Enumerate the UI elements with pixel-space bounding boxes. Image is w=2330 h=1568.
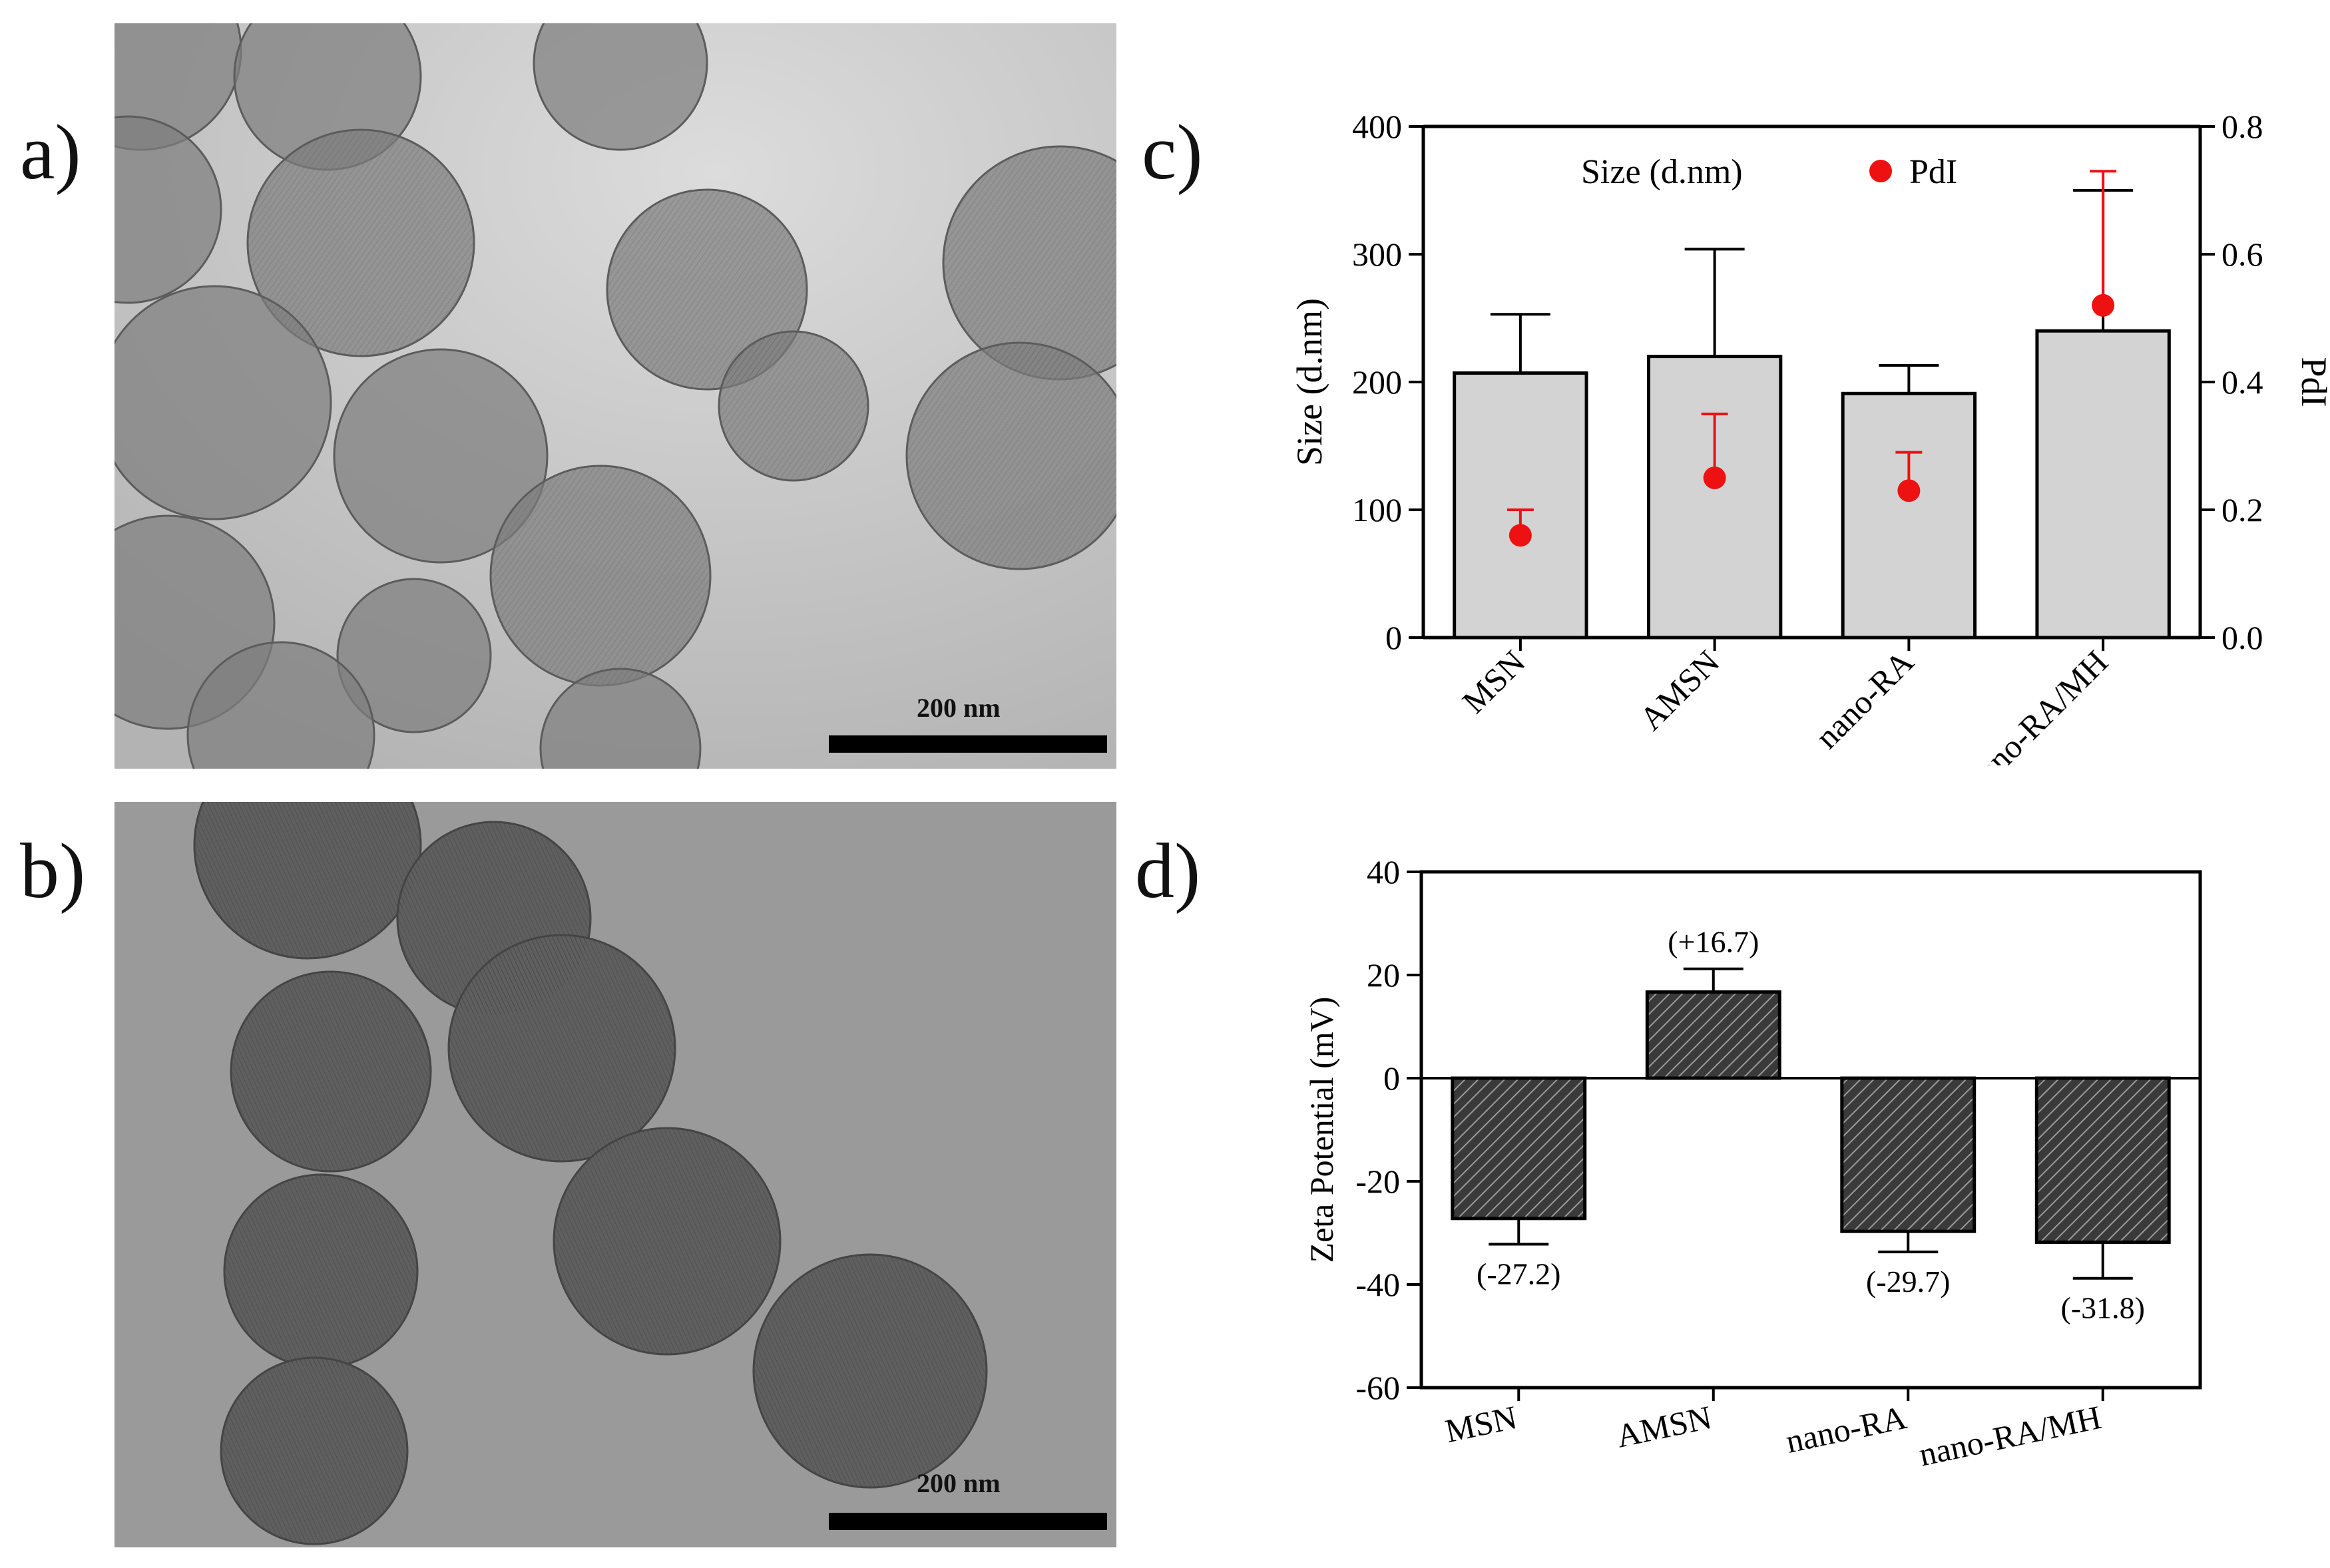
x-tick-label: nano-RA — [1783, 1398, 1910, 1460]
pdi-point — [1509, 524, 1532, 547]
zeta-bar — [2034, 1076, 2171, 1244]
legend-pdi-marker — [1869, 160, 1892, 182]
zeta-bar — [1840, 1076, 1977, 1233]
zeta-bar — [1451, 1076, 1587, 1221]
y-tick-label: 200 — [1352, 363, 1402, 401]
panel-label-c: c) — [1142, 108, 1203, 196]
y-tick-label: -60 — [1355, 1369, 1400, 1406]
zeta-bar — [1645, 990, 1781, 1080]
size-bar — [1841, 391, 1977, 640]
zeta-data-label: (+16.7) — [1668, 925, 1759, 959]
panel-label-d: d) — [1135, 827, 1201, 914]
scale-bar-a — [829, 735, 1107, 753]
tem-particles-b — [115, 802, 1116, 1547]
y2-tick-label: 0.4 — [2221, 363, 2263, 401]
y2-tick-label: 0.8 — [2221, 108, 2263, 145]
x-tick-label: AMSN — [1613, 1398, 1715, 1455]
tem-image-a: 200 nm — [115, 23, 1116, 769]
x-tick-label: MSN — [1442, 1398, 1520, 1450]
y-tick-label: 0 — [1385, 619, 1402, 656]
size-bar — [1646, 355, 1783, 640]
y-tick-label: 40 — [1367, 853, 1400, 890]
scale-label-b: 200 nm — [917, 1468, 1001, 1498]
pdi-point — [1897, 479, 1921, 502]
tem-image-b: 200 nm — [115, 802, 1116, 1547]
chart-size-pdi: MSN AMSN nano-RA nano-RA/MH01002003004000.0… — [1289, 108, 2330, 765]
y-tick-label: 400 — [1352, 108, 1402, 145]
pdi-point — [1703, 467, 1726, 489]
y-tick-label: 0 — [1383, 1060, 1400, 1097]
y-tick-label: -40 — [1355, 1266, 1400, 1303]
x-tick-label: nano-RA/MH — [1916, 1398, 2104, 1473]
legend-pdi: PdI — [1909, 153, 1957, 191]
y-tick-label: -20 — [1355, 1163, 1400, 1200]
zeta-data-label: (-31.8) — [2061, 1291, 2145, 1325]
zeta-data-label: (-29.7) — [1866, 1265, 1950, 1298]
y-tick-label: 20 — [1367, 956, 1400, 994]
scale-bar-b — [829, 1513, 1107, 1530]
panel-label-b: b) — [20, 827, 86, 914]
y2-axis-label: PdI — [2294, 357, 2330, 407]
pdi-point — [2092, 294, 2115, 317]
y-tick-label: 100 — [1352, 491, 1402, 528]
y2-tick-label: 0.6 — [2221, 236, 2263, 273]
plot-frame — [1419, 870, 2202, 1390]
y-tick-label: 300 — [1352, 236, 1402, 273]
tem-particles-a — [115, 23, 1116, 769]
y2-tick-label: 0.2 — [2221, 491, 2263, 528]
legend-size: Size (d.nm) — [1581, 153, 1743, 191]
size-bar — [2035, 329, 2171, 640]
zeta-data-label: (-27.2) — [1477, 1257, 1560, 1291]
panel-label-a: a) — [20, 108, 81, 196]
y2-tick-label: 0.0 — [2221, 619, 2263, 656]
y-axis-label: Size (d.nm) — [1289, 298, 1329, 466]
y-axis-label: Zeta Potential (mV) — [1303, 997, 1340, 1263]
scale-label-a: 200 nm — [917, 693, 1001, 723]
